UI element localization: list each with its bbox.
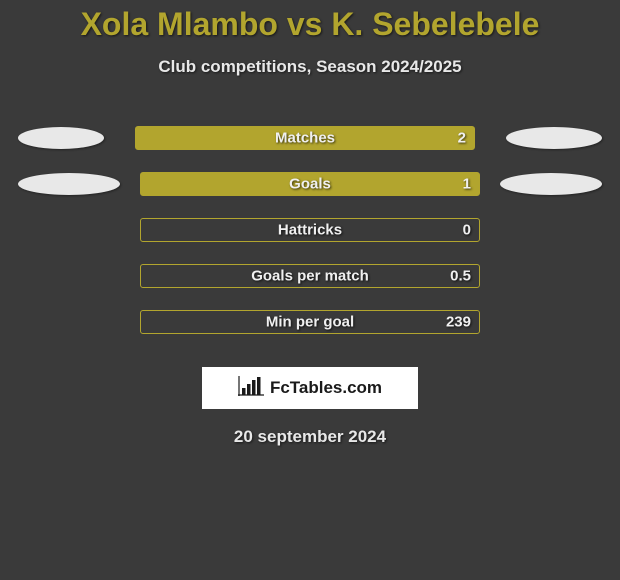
stat-label: Goals per match [251,268,369,285]
stat-row: Min per goal 239 [0,299,620,345]
stat-right-value: 0.5 [450,268,471,285]
chart-bars-icon [238,376,264,401]
stat-bar: Matches 2 [135,126,475,150]
stat-rows: Matches 2 Goals 1 Hattricks 0 [0,115,620,345]
stat-label: Goals [289,176,331,193]
stat-row: Hattricks 0 [0,207,620,253]
stat-label: Matches [275,130,335,147]
stat-right-value: 2 [458,130,466,147]
comparison-title: Xola Mlambo vs K. Sebelebele [0,0,620,43]
stat-row: Matches 2 [0,115,620,161]
stat-right-value: 1 [463,176,471,193]
stat-bar: Min per goal 239 [140,310,480,334]
right-bubble [506,127,602,149]
stat-bar: Goals 1 [140,172,480,196]
comparison-subtitle: Club competitions, Season 2024/2025 [0,57,620,77]
stat-right-value: 0 [463,222,471,239]
left-bubble [18,127,104,149]
stat-bar: Hattricks 0 [140,218,480,242]
brand-box: FcTables.com [202,367,418,409]
snapshot-date: 20 september 2024 [0,427,620,447]
right-bubble [500,173,602,195]
left-bubble [18,173,120,195]
stat-bar: Goals per match 0.5 [140,264,480,288]
stat-row: Goals per match 0.5 [0,253,620,299]
stat-label: Min per goal [266,314,354,331]
brand-text: FcTables.com [270,378,382,398]
stat-label: Hattricks [278,222,342,239]
stat-row: Goals 1 [0,161,620,207]
stat-right-value: 239 [446,314,471,331]
